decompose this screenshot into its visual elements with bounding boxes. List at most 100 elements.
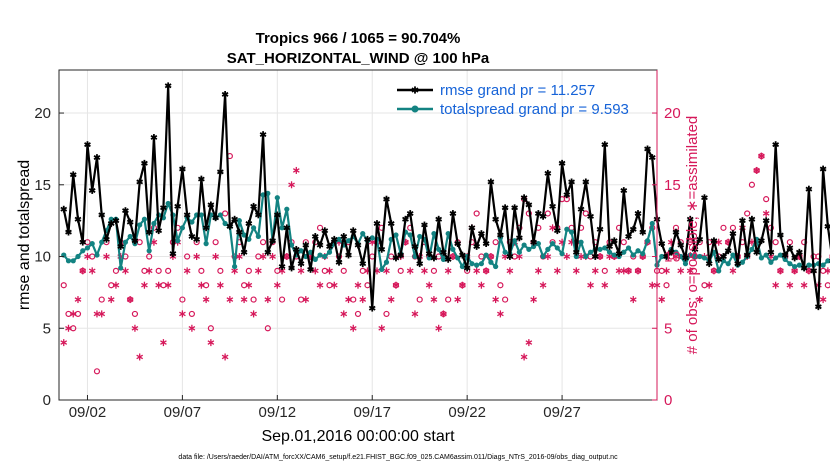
series-rmse-point [368, 304, 376, 312]
series-rmse-point [354, 241, 362, 249]
series-rmse-point [254, 211, 262, 219]
obs-possible-point [340, 267, 347, 274]
obs-assimilated-point [435, 324, 443, 332]
series-totalspread-point [440, 256, 447, 262]
series-totalspread-point [469, 261, 475, 267]
obs-assimilated-point [520, 353, 528, 361]
series-rmse-point [525, 201, 533, 209]
obs-assimilated-point [283, 253, 291, 261]
series-totalspread-point [644, 238, 651, 244]
series-totalspread-point [682, 261, 689, 267]
series-totalspread-point [179, 225, 185, 231]
series-rmse-point [682, 254, 689, 262]
obs-assimilated-point [383, 267, 390, 275]
x-tick-label: 09/22 [448, 404, 486, 421]
series-totalspread-point [165, 200, 171, 207]
series-totalspread-point [431, 230, 437, 237]
series-rmse-point [492, 215, 500, 223]
series-rmse-point [335, 258, 343, 266]
obs-assimilated-point [753, 166, 761, 174]
x-tick-label: 09/27 [543, 404, 581, 421]
series-rmse-point [416, 260, 424, 268]
series-totalspread-point [573, 253, 579, 260]
series-totalspread-point [545, 246, 551, 252]
series-rmse-point [814, 303, 822, 311]
obs-possible-point [824, 282, 830, 289]
obs-assimilated-point [482, 267, 490, 275]
obs-assimilated-point [269, 253, 276, 261]
series-totalspread-point [773, 255, 779, 261]
obs-possible-point [278, 296, 286, 303]
series-rmse-point [468, 224, 476, 232]
obs-assimilated-point [710, 267, 718, 275]
series-rmse-point [610, 237, 618, 245]
series-rmse-point [302, 241, 310, 249]
chart-title-line2: SAT_HORIZONTAL_WIND @ 100 hPa [227, 50, 490, 67]
series-rmse-point [582, 178, 590, 186]
obs-assimilated-point [440, 310, 447, 318]
obs-possible-point [112, 267, 120, 274]
series-rmse-point [207, 201, 215, 209]
series-rmse-point [672, 228, 680, 236]
obs-possible-point [245, 267, 252, 274]
ticks: 09/02 09/07 09/12 09/17 09/22 09/27 0 5 10 15 20 0 5… [34, 70, 681, 421]
series-totalspread-point [108, 216, 114, 222]
obs-assimilated-point [345, 296, 352, 304]
obs-assimilated-point [221, 353, 229, 361]
legend-rmse: rmse grand pr = 11.257 [440, 82, 595, 99]
obs-assimilated-point [534, 267, 542, 275]
series-totalspread-point [393, 232, 399, 238]
obs-assimilated-point [705, 281, 713, 289]
series-totalspread-point [549, 241, 556, 247]
series-rmse-point [155, 227, 163, 235]
obs-assimilated-point [473, 267, 481, 275]
obs-assimilated-point [226, 296, 234, 304]
obs-possible-point [720, 224, 727, 231]
series-totalspread-point [94, 252, 100, 258]
series-totalspread-point [198, 212, 204, 218]
y-tick-label-left: 15 [34, 177, 51, 194]
series-totalspread-point [730, 252, 736, 258]
series-rmse-point [539, 212, 547, 220]
obs-possible-point [184, 253, 191, 260]
series-rmse-point [250, 202, 257, 210]
obs-possible-point [198, 267, 205, 274]
series-rmse-point [558, 159, 566, 167]
obs-possible-point [416, 296, 423, 303]
x-axis-label: Sep.01,2016 00:00:00 start [261, 428, 455, 445]
series-rmse-point [74, 215, 82, 223]
series-rmse-line [62, 84, 830, 310]
series-rmse-point [283, 224, 291, 232]
obs-assimilated-point [292, 166, 300, 174]
obs-assimilated-point [359, 296, 367, 304]
obs-possible-point [93, 368, 101, 375]
obs-assimilated-point [245, 281, 253, 289]
series-rmse-point [501, 204, 509, 212]
series-totalspread-point [535, 241, 541, 247]
series-rmse-point [131, 237, 139, 245]
legend-rmse-asterisk [411, 86, 419, 94]
series-totalspread-point [407, 232, 413, 238]
obs-assimilated-point [297, 267, 305, 275]
series-rmse-point [245, 220, 253, 227]
series-rmse-point [179, 165, 186, 173]
series-totalspread-point [274, 195, 280, 201]
series-rmse-point [705, 260, 713, 268]
obs-assimilated-point [658, 296, 666, 304]
series-rmse-point [231, 215, 238, 223]
series-rmse-point [421, 221, 428, 229]
series-totalspread-point [222, 220, 228, 227]
obs-assimilated-point [601, 281, 609, 289]
series-totalspread-point [65, 258, 72, 264]
series-rmse-point [762, 217, 770, 225]
series-rmse-point [748, 215, 756, 223]
series-rmse-point [615, 250, 623, 258]
series-rmse-point [677, 241, 685, 249]
series-rmse-point [572, 248, 580, 256]
obs-possible-point [354, 310, 362, 318]
obs-possible-point [160, 282, 167, 289]
obs-assimilated-point [539, 281, 547, 289]
x-tick-label: 09/17 [353, 404, 391, 421]
series-totalspread-point [118, 265, 124, 271]
y-tick-label-right: 10 [664, 249, 681, 266]
